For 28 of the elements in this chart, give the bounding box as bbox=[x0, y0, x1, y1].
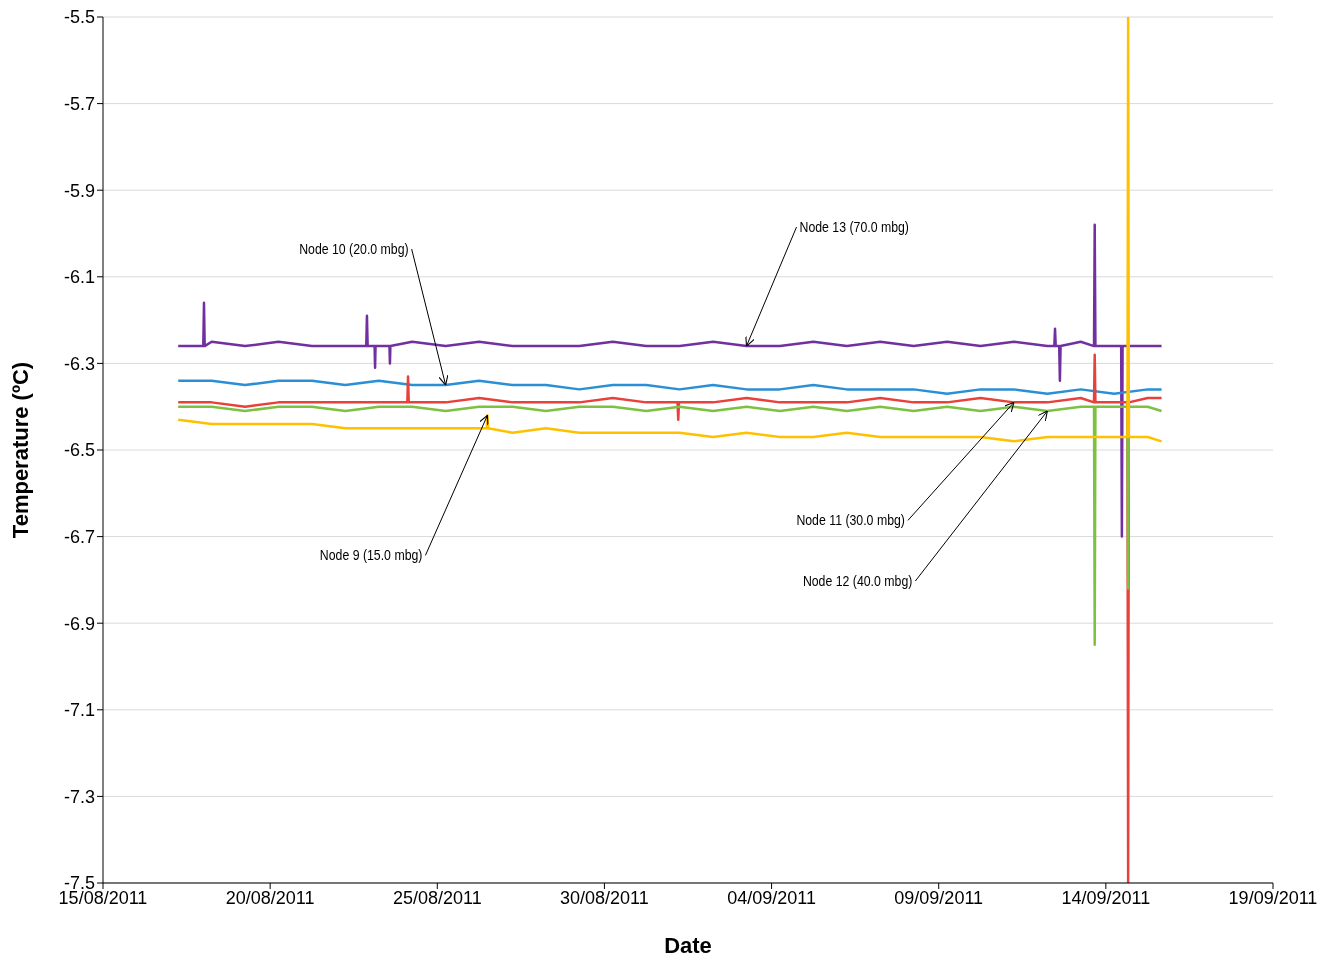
annotation: Node 10 (20.0 mbg) bbox=[299, 241, 409, 258]
annotation: Node 12 (40.0 mbg) bbox=[802, 573, 913, 590]
x-tick-label: 09/09/2011 bbox=[894, 887, 984, 908]
y-tick-label: -7.3 bbox=[63, 786, 95, 807]
y-tick-label: -5.9 bbox=[63, 180, 95, 201]
annotation: Node 13 (70.0 mbg) bbox=[799, 219, 909, 236]
y-tick-label: -6.7 bbox=[63, 526, 95, 547]
line-series bbox=[176, 379, 1163, 395]
x-tick-label: 25/08/2011 bbox=[392, 887, 482, 908]
x-tick-label: 30/08/2011 bbox=[560, 887, 649, 908]
y-axis-title: Temperature (ºC) bbox=[7, 361, 33, 539]
y-tick-label: -6.3 bbox=[63, 353, 95, 374]
y-tick-label: -6.1 bbox=[63, 267, 95, 288]
y-tick-label: -6.5 bbox=[63, 440, 95, 461]
x-tick-label: 19/09/2011 bbox=[1228, 887, 1318, 908]
x-tick-label: 14/09/2011 bbox=[1061, 887, 1151, 908]
y-tick-label: -5.7 bbox=[63, 93, 95, 114]
line-series bbox=[176, 223, 1163, 538]
annotation: Node 11 (30.0 mbg) bbox=[796, 512, 905, 529]
x-tick-label: 20/08/2011 bbox=[225, 887, 315, 908]
annotation: Node 9 (15.0 mbg) bbox=[319, 547, 423, 564]
line-series bbox=[176, 405, 1163, 647]
y-tick-label: -7.1 bbox=[63, 700, 95, 721]
x-axis-title: Date bbox=[664, 933, 712, 958]
line-series bbox=[176, 17, 1163, 443]
y-tick-label: -5.5 bbox=[63, 7, 95, 28]
x-tick-label: 04/09/2011 bbox=[727, 887, 816, 908]
y-tick-label: -6.9 bbox=[63, 613, 95, 634]
